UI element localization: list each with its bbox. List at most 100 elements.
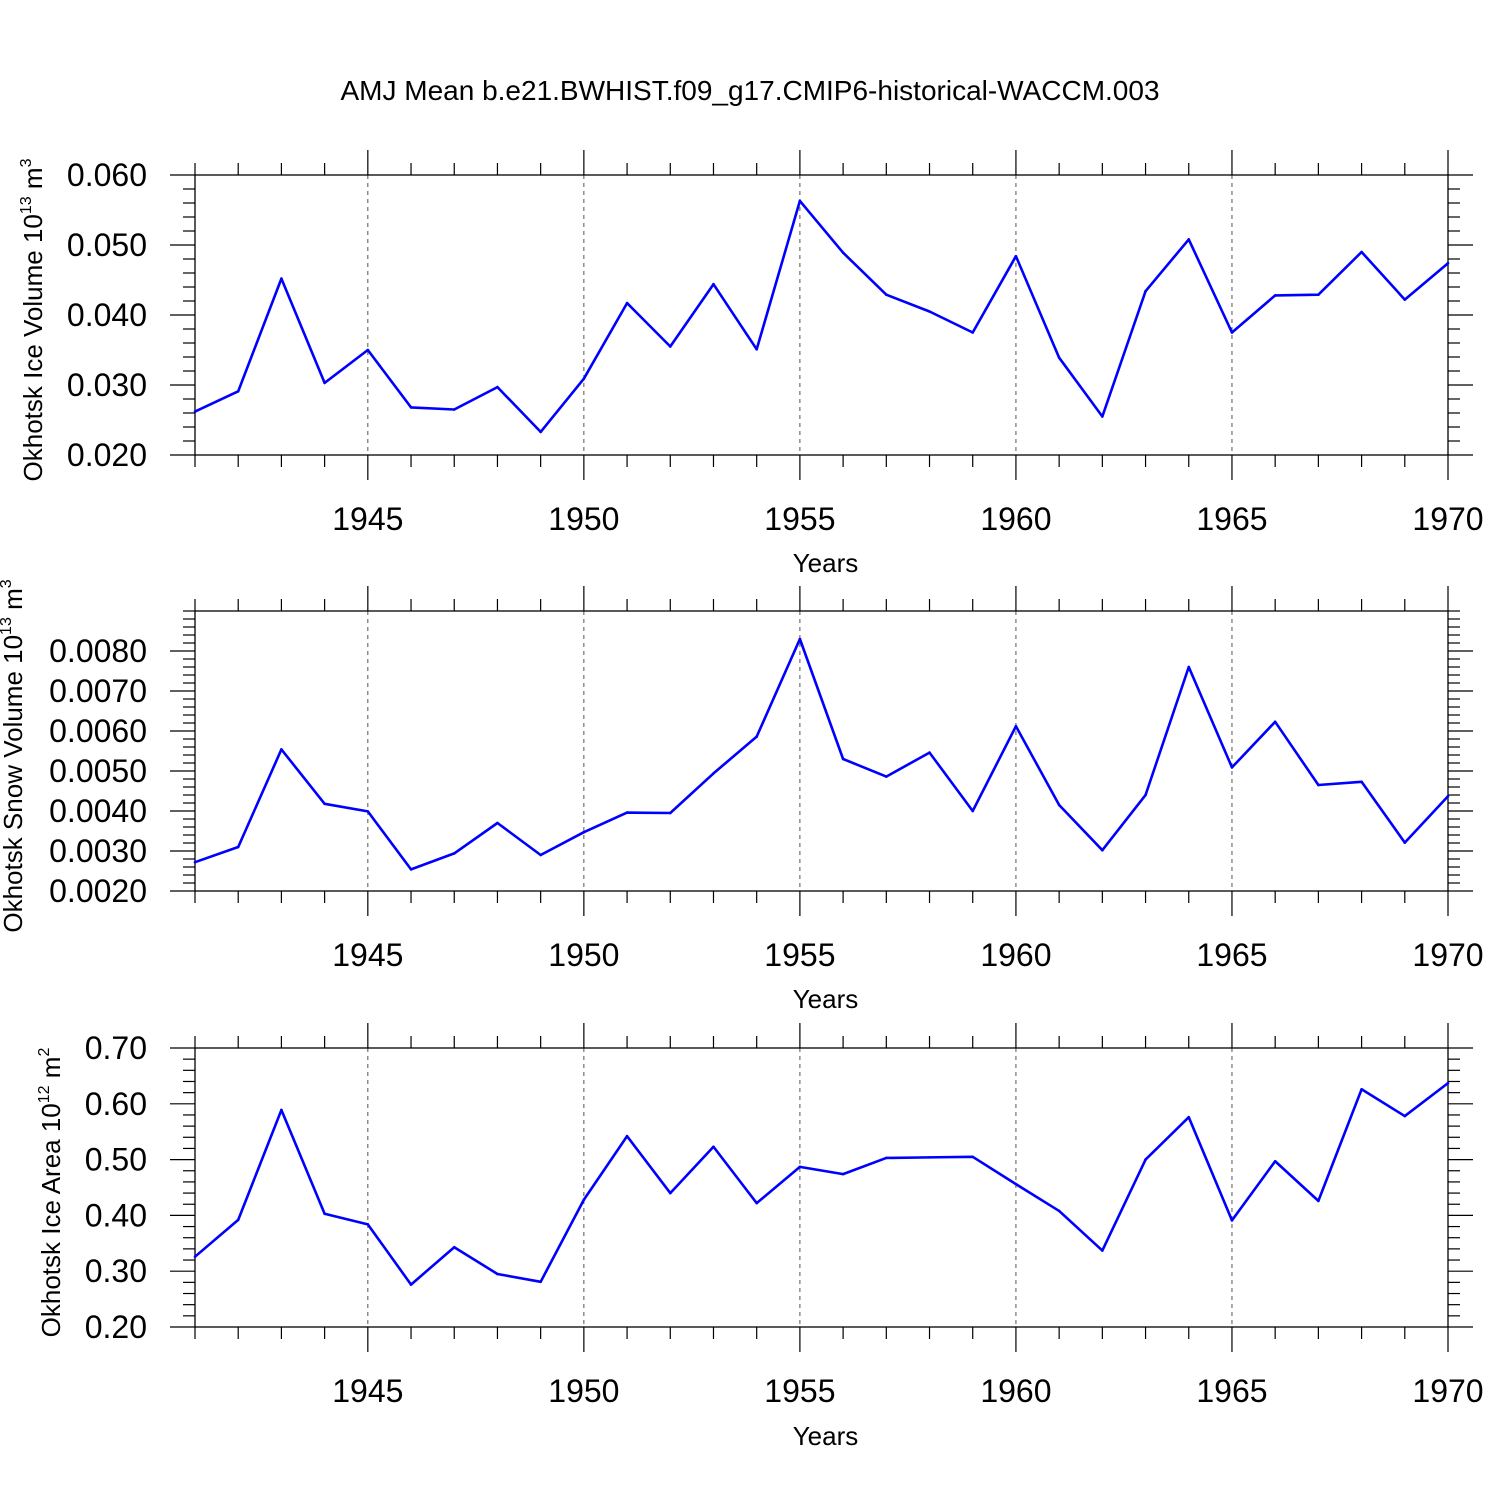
data-point xyxy=(409,868,413,871)
data-point xyxy=(280,748,283,751)
y-tick-label: 0.60 xyxy=(85,1086,147,1122)
data-point xyxy=(755,348,758,351)
data-point xyxy=(668,811,672,815)
x-tick-label: 1955 xyxy=(764,1373,835,1409)
data-point xyxy=(1360,1087,1363,1091)
data-point xyxy=(1317,783,1320,787)
data-point xyxy=(1101,1249,1104,1252)
data-point xyxy=(1057,1209,1061,1213)
x-tick-label: 1970 xyxy=(1412,501,1483,537)
x-tick-label: 1970 xyxy=(1412,937,1483,973)
data-point xyxy=(841,1172,845,1176)
data-point xyxy=(1014,1182,1018,1186)
data-point xyxy=(1403,298,1407,301)
data-point xyxy=(323,381,326,385)
panel-1: 0.020 0.030 0.040 0.050 0.060 1945 1950 1955 196… xyxy=(18,150,1484,578)
x-tick-label: 1965 xyxy=(1196,501,1267,537)
y-axis-label: Okhotsk Snow Volume 1013 m3 xyxy=(0,579,28,932)
data-point xyxy=(452,852,456,855)
data-point xyxy=(1101,415,1104,418)
y-tick-label: 0.0080 xyxy=(49,633,147,669)
x-tick-label: 1960 xyxy=(980,501,1051,537)
chart-title: AMJ Mean b.e21.BWHIST.f09_g17.CMIP6-hist… xyxy=(340,75,1159,106)
x-tick-label: 1970 xyxy=(1412,1373,1483,1409)
data-point xyxy=(625,301,629,305)
data-point xyxy=(1403,1114,1407,1118)
data-point xyxy=(1187,238,1191,241)
data-point xyxy=(971,1155,975,1159)
series-line-1 xyxy=(194,199,1449,434)
x-tick-label: 1955 xyxy=(764,937,835,973)
data-point xyxy=(971,809,975,813)
y-tick-label: 0.0050 xyxy=(49,753,147,789)
data-point xyxy=(712,1145,715,1149)
data-point xyxy=(885,1156,888,1160)
x-tick-label: 1950 xyxy=(548,501,619,537)
data-point xyxy=(668,1191,672,1195)
data-point xyxy=(582,377,586,381)
plot-frame xyxy=(194,1047,1449,1328)
data-point xyxy=(409,406,413,409)
x-tick-label: 1960 xyxy=(980,937,1051,973)
y-tick-label: 0.060 xyxy=(67,157,147,193)
data-point xyxy=(582,830,586,834)
data-point xyxy=(928,751,931,754)
data-point xyxy=(668,345,672,348)
data-point xyxy=(366,348,370,352)
y-tick-label: 0.020 xyxy=(67,437,147,473)
data-point xyxy=(1273,294,1277,297)
y-tick-label: 0.40 xyxy=(85,1197,147,1233)
x-tick-label: 1965 xyxy=(1196,937,1267,973)
panels: 0.020 0.030 0.040 0.050 0.060 1945 1950 1955 196… xyxy=(0,150,1484,1451)
y-tick-label: 0.0040 xyxy=(49,793,147,829)
plot-frame xyxy=(194,174,1449,456)
data-point xyxy=(1403,841,1407,844)
data-point xyxy=(366,1223,370,1226)
y-tick-label: 0.50 xyxy=(85,1142,147,1178)
data-point xyxy=(885,775,888,778)
data-point xyxy=(1230,331,1234,334)
data-point xyxy=(625,811,629,814)
data-point xyxy=(409,1283,413,1286)
x-axis-label: Years xyxy=(793,548,859,578)
y-axis-label: Okhotsk Ice Area 1012 m2 xyxy=(36,1048,66,1338)
data-point xyxy=(1446,794,1450,798)
data-point xyxy=(1014,724,1018,728)
y-tick-label: 0.030 xyxy=(67,367,147,403)
data-point xyxy=(236,1218,240,1222)
data-point xyxy=(280,277,283,280)
data-point xyxy=(712,772,715,775)
data-point xyxy=(1101,848,1104,852)
data-point xyxy=(1273,1159,1277,1163)
data-point xyxy=(366,810,370,813)
x-tick-label: 1950 xyxy=(548,937,619,973)
data-point xyxy=(712,282,715,286)
data-point xyxy=(755,735,758,738)
data-point xyxy=(236,845,240,849)
data-point xyxy=(1057,803,1061,807)
y-tick-label: 0.20 xyxy=(85,1309,147,1345)
data-point xyxy=(582,1198,586,1202)
panel-3: 0.20 0.30 0.40 0.50 0.60 0.70 1945 1950 1955 1960… xyxy=(36,1023,1484,1451)
data-point xyxy=(928,1156,931,1159)
data-point xyxy=(1144,289,1147,293)
data-point xyxy=(496,385,499,389)
data-point xyxy=(452,408,456,411)
data-point xyxy=(928,310,931,313)
data-point xyxy=(539,1280,542,1284)
data-point xyxy=(193,860,197,864)
data-point xyxy=(1144,793,1147,797)
data-point xyxy=(193,410,197,413)
data-point xyxy=(280,1108,283,1112)
data-point xyxy=(798,1165,802,1169)
x-tick-label: 1960 xyxy=(980,1373,1051,1409)
data-point xyxy=(1187,665,1191,669)
x-axis-label: Years xyxy=(793,1421,859,1451)
data-point xyxy=(1014,254,1018,258)
data-point xyxy=(496,821,499,825)
y-tick-label: 0.050 xyxy=(67,227,147,263)
data-point xyxy=(539,853,542,857)
data-point xyxy=(1446,261,1450,265)
plot-frame xyxy=(194,610,1449,892)
